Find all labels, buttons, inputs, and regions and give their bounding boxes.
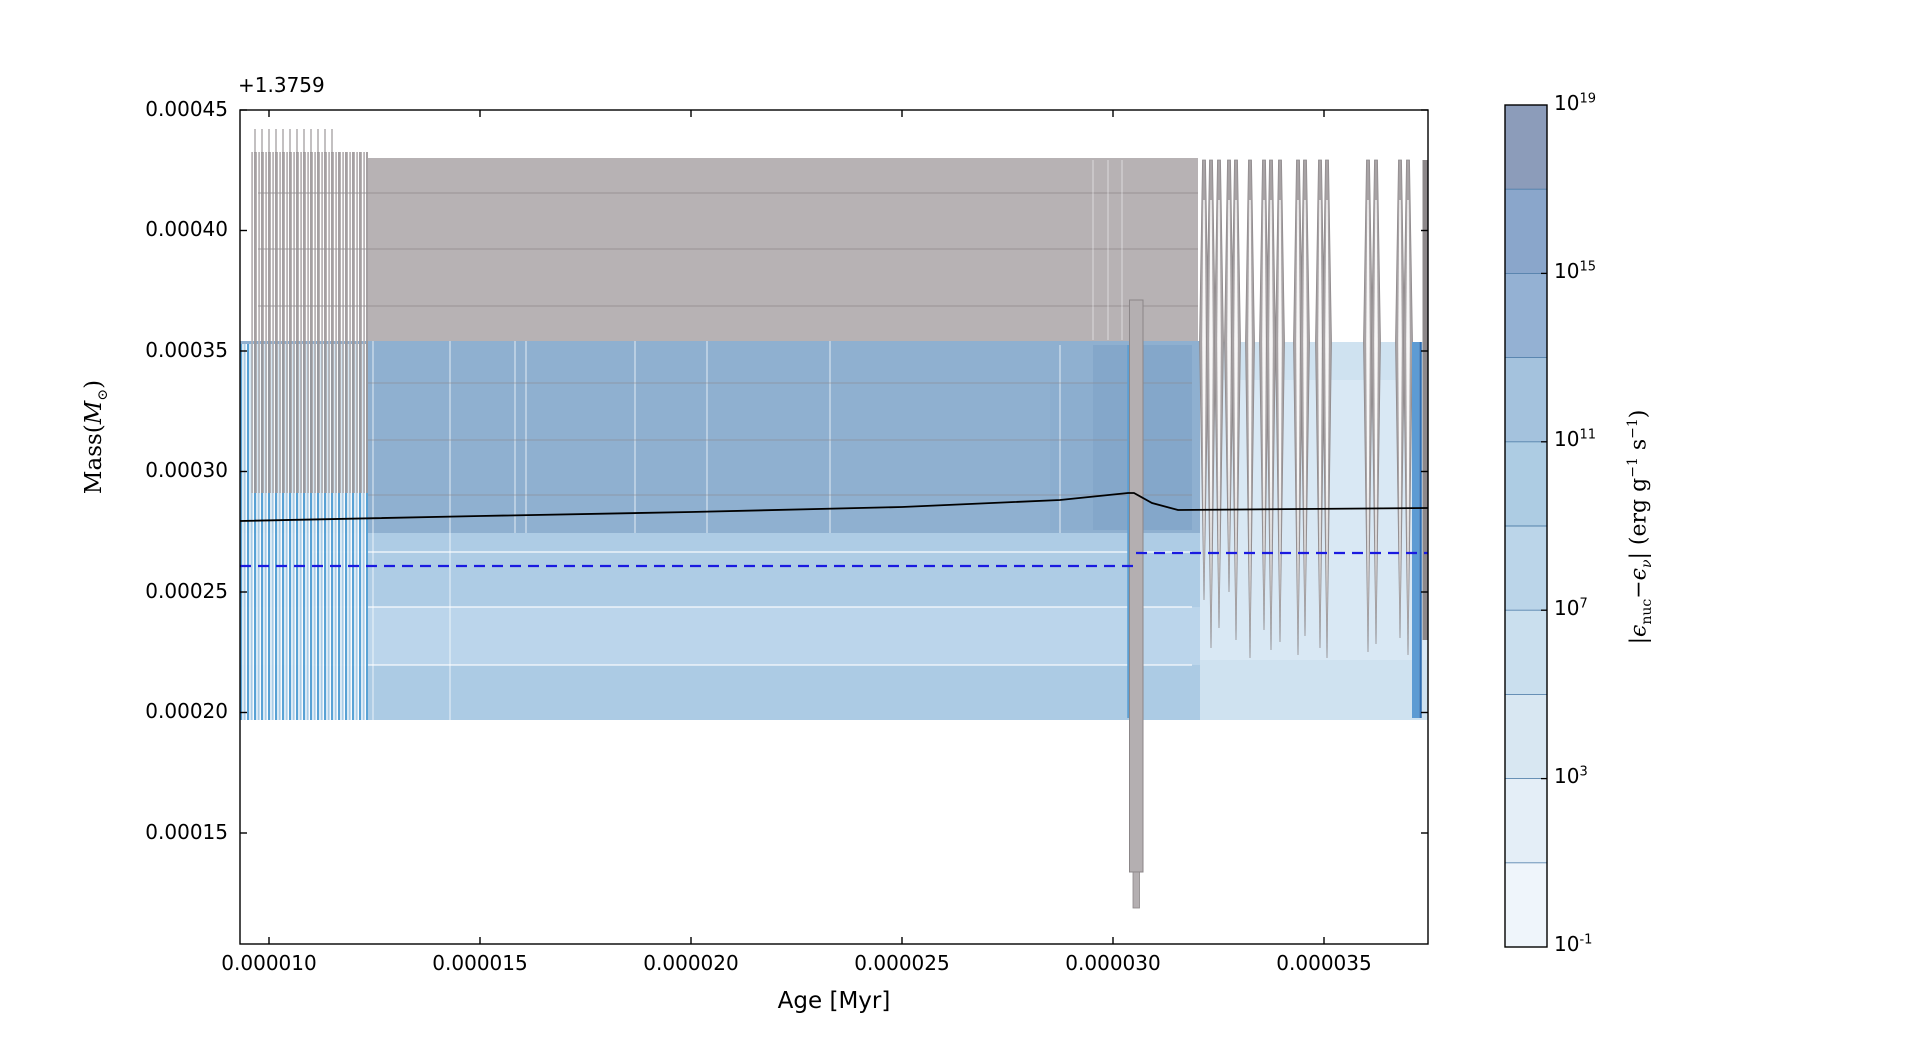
y-tick-label: 0.00020 — [145, 699, 228, 723]
x-axis-label: Age [Myr] — [777, 988, 891, 1014]
stripe-tips — [254, 129, 333, 153]
y-tick-label: 0.00025 — [145, 579, 228, 603]
axes-spines — [239, 109, 1429, 945]
x-tick-label: 0.000025 — [854, 951, 950, 975]
x-tick-label: 0.000020 — [643, 951, 739, 975]
y-tick-label: 0.00040 — [145, 217, 228, 241]
y-tick-label: 0.00035 — [145, 338, 228, 362]
colorbar-tick-label: 1015 — [1554, 259, 1596, 283]
x-tick-label: 0.000015 — [432, 951, 528, 975]
colorbar-ticks — [1541, 272, 1547, 780]
convective-region — [250, 129, 1428, 909]
convective-finger — [1127, 299, 1144, 909]
center-dashed-line — [240, 551, 1428, 568]
y-tick-label: 0.00045 — [145, 97, 228, 121]
y-axis-label: Mass(M⊙) — [81, 379, 111, 495]
colorbar-label: |ϵnuc−ϵν| (erg g−1 s−1) — [1625, 409, 1655, 645]
colorbar-tick-label: 10-1 — [1554, 932, 1593, 956]
outer-boundary-line — [239, 492, 1429, 522]
x-tick-label: 0.000010 — [221, 951, 317, 975]
burning-region — [240, 341, 1428, 720]
axis-ticks — [240, 109, 1428, 944]
colorbar-tick-label: 103 — [1554, 764, 1588, 788]
colorbar — [1504, 104, 1548, 948]
convective-needles — [1199, 159, 1413, 659]
x-tick-label: 0.000035 — [1276, 951, 1372, 975]
y-tick-label: 0.00030 — [145, 458, 228, 482]
colorbar-tick-label: 1019 — [1554, 91, 1596, 115]
colorbar-tick-label: 1011 — [1554, 427, 1596, 451]
x-tick-label: 0.000030 — [1065, 951, 1161, 975]
y-tick-label: 0.00015 — [145, 820, 228, 844]
y-axis-offset-text: +1.3759 — [238, 73, 325, 97]
colorbar-tick-label: 107 — [1554, 596, 1588, 620]
